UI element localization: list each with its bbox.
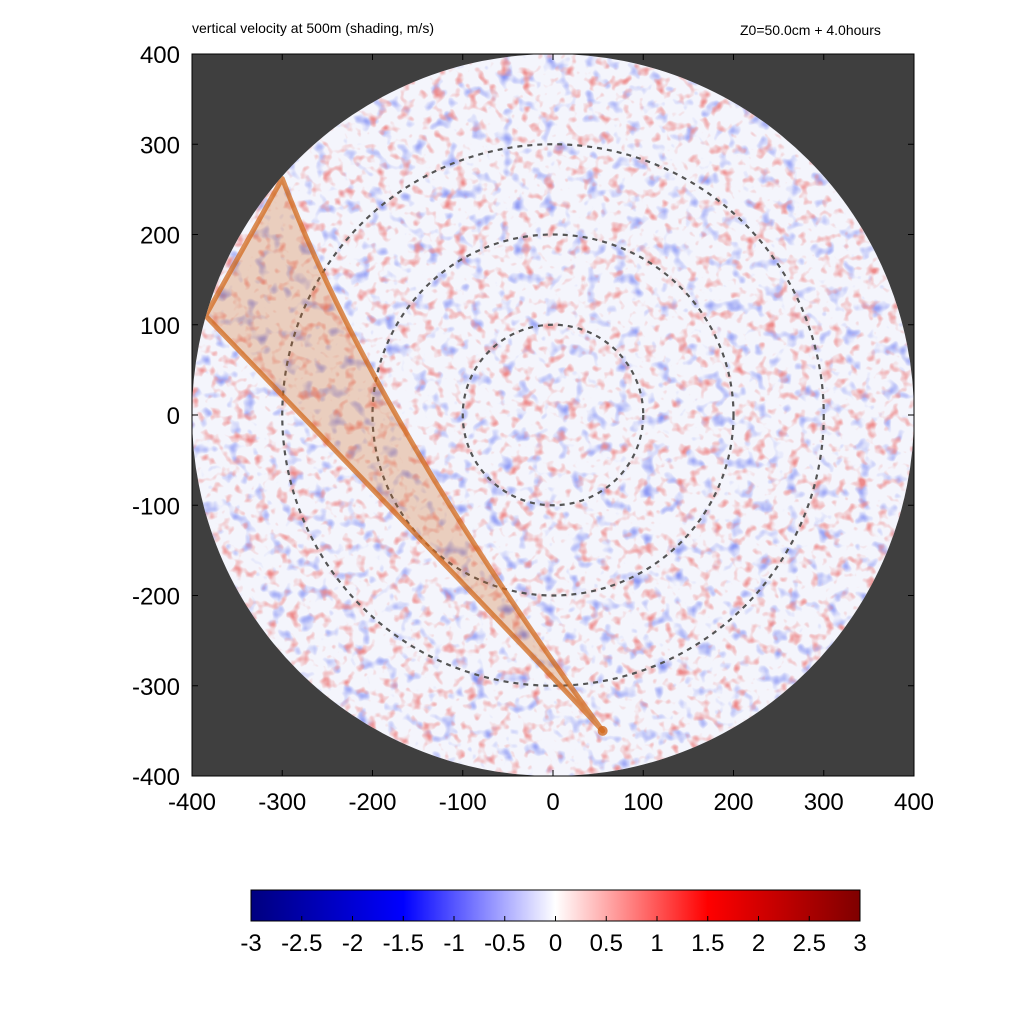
colorbar-tick-label: -1 — [443, 930, 464, 957]
y-tick-label: -200 — [132, 584, 180, 611]
y-tick-label: -100 — [132, 493, 180, 520]
x-tick-label: -100 — [439, 789, 487, 816]
colorbar-tick-label: 3 — [853, 930, 866, 957]
x-tick-label: -300 — [258, 789, 306, 816]
colorbar-tick-label: 0.5 — [590, 930, 623, 957]
y-tick-label: -400 — [132, 764, 180, 791]
y-tick-label: 100 — [140, 313, 180, 340]
x-tick-label: -200 — [348, 789, 396, 816]
y-tick-label: -300 — [132, 674, 180, 701]
x-tick-label: 0 — [546, 789, 559, 816]
x-tick-label: 100 — [623, 789, 663, 816]
y-tick-label: 400 — [140, 42, 180, 69]
chart-subtitle: Z0=50.0cm + 4.0hours — [740, 22, 881, 38]
colorbar-tick-label: -3 — [240, 930, 261, 957]
velocity-field — [192, 54, 914, 776]
y-tick-label: 0 — [167, 403, 180, 430]
range-ring-300 — [281, 143, 825, 687]
colorbar-tick-label: 1 — [650, 930, 663, 957]
chart-title: vertical velocity at 500m (shading, m/s) — [192, 20, 434, 36]
colorbar-tick-label: 1.5 — [691, 930, 724, 957]
colorbar-tick-label: -0.5 — [484, 930, 525, 957]
x-tick-label: 300 — [804, 789, 844, 816]
sector-wedge — [203, 176, 606, 734]
sector-apex — [597, 725, 608, 736]
colorbar — [250, 889, 861, 922]
colorbar-tick-label: 0 — [549, 930, 562, 957]
updraft-shading — [192, 54, 914, 776]
y-tick-label: 300 — [140, 132, 180, 159]
colorbar-tick-label: -2.5 — [281, 930, 322, 957]
range-ring-200 — [371, 233, 735, 597]
x-tick-label: 400 — [894, 789, 934, 816]
colorbar-tick-label: -1.5 — [383, 930, 424, 957]
x-tick-label: 200 — [713, 789, 753, 816]
colorbar-tick-label: 2.5 — [793, 930, 826, 957]
x-tick-label: -400 — [168, 789, 216, 816]
colorbar-tick-label: 2 — [752, 930, 765, 957]
y-tick-label: 200 — [140, 223, 180, 250]
colorbar-tick-label: -2 — [342, 930, 363, 957]
range-ring-100 — [461, 323, 645, 507]
